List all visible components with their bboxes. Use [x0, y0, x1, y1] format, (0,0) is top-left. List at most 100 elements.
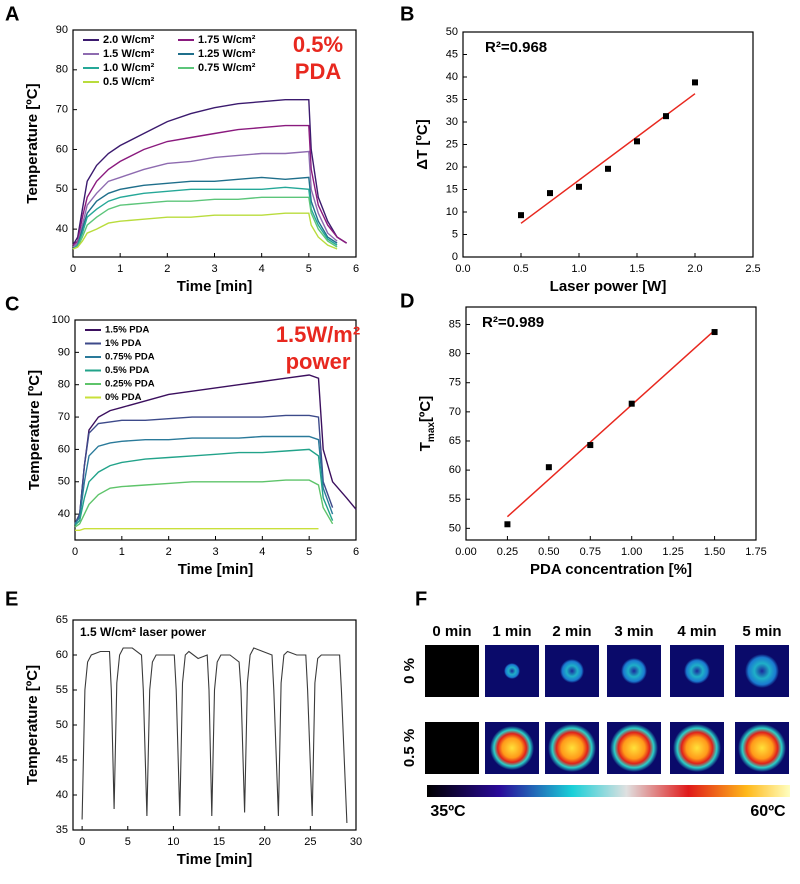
y-tick-label: 80: [449, 348, 461, 360]
x-axis-label: Laser power [W]: [550, 278, 667, 295]
column-label: 1 min: [492, 623, 531, 640]
y-axis-label-part: [ºC]: [417, 396, 434, 422]
y-tick-label: 60: [56, 649, 68, 661]
thermal-spot: [490, 726, 534, 770]
y-tick-label: 80: [56, 64, 68, 76]
y-axis-label: Tmax[ºC]: [417, 396, 437, 452]
y-tick-label: 10: [446, 206, 458, 218]
annotation: R²=0.989: [482, 314, 544, 331]
data-point: [587, 442, 594, 449]
y-tick-label: 65: [449, 435, 461, 447]
y-tick-label: 65: [56, 614, 68, 626]
data-point: [504, 521, 511, 528]
panel-letter: E: [5, 588, 18, 610]
annotation: power: [286, 349, 351, 374]
data-line: [72, 196, 338, 250]
thermal-spot: [745, 654, 779, 688]
annotation: 0.5%: [293, 32, 343, 57]
y-axis-label: Temperature [ºC]: [24, 83, 41, 203]
data-line: [74, 448, 334, 526]
annotation: 1.5W/m²: [276, 322, 360, 347]
column-label: 3 min: [614, 623, 653, 640]
plot-frame: [465, 306, 757, 541]
colorbar-max: 60ºC: [750, 803, 786, 820]
row-label: 0 %: [401, 658, 418, 684]
data-line: [72, 176, 338, 250]
x-tick-label: 1: [119, 546, 125, 558]
y-tick-label: 30: [446, 116, 458, 128]
y-tick-label: 40: [56, 789, 68, 801]
y-tick-label: 80: [58, 379, 70, 391]
x-tick-label: 0: [79, 836, 85, 848]
x-tick-label: 6: [353, 546, 359, 558]
annotation: R²=0.968: [485, 39, 547, 56]
y-tick-label: 35: [446, 93, 458, 105]
data-point: [711, 329, 718, 336]
data-line: [72, 124, 347, 246]
legend-label: 0.5% PDA: [105, 365, 149, 376]
y-tick-label: 40: [58, 508, 70, 520]
y-tick-label: 35: [56, 824, 68, 836]
x-tick-label: 1.25: [662, 546, 683, 558]
fit-line: [506, 329, 716, 518]
y-tick-label: 25: [446, 138, 458, 150]
panel-letter: D: [400, 290, 414, 312]
legend-label: 0% PDA: [105, 392, 142, 403]
x-tick-label: 0.5: [513, 263, 528, 275]
panel-letter: B: [400, 3, 414, 25]
legend-label: 0.75% PDA: [105, 352, 155, 363]
y-axis-label: Temperature [ºC]: [26, 370, 43, 490]
thermal-spot: [738, 724, 786, 772]
legend-label: 0.25% PDA: [105, 379, 155, 390]
y-tick-label: 90: [58, 346, 70, 358]
x-tick-label: 3: [212, 546, 218, 558]
x-axis-label: Time [min]: [177, 851, 253, 868]
thermal-spot: [548, 724, 596, 772]
y-tick-label: 100: [52, 314, 70, 326]
column-label: 0 min: [432, 623, 471, 640]
x-tick-label: 2: [164, 263, 170, 275]
y-axis-label-part: T: [417, 442, 434, 451]
thermal-spot: [621, 658, 647, 684]
data-line: [74, 479, 334, 528]
data-point: [545, 464, 552, 471]
x-tick-label: 1.50: [704, 546, 725, 558]
y-tick-label: 60: [449, 464, 461, 476]
y-tick-label: 50: [446, 26, 458, 38]
x-tick-label: 0.00: [455, 546, 476, 558]
thermal-spot: [684, 658, 710, 684]
thermal-image: [425, 645, 479, 697]
data-point: [692, 79, 698, 86]
x-tick-label: 1.00: [621, 546, 642, 558]
y-tick-label: 50: [56, 183, 68, 195]
legend-label: 0.75 W/cm²: [198, 62, 256, 74]
y-tick-label: 70: [58, 411, 70, 423]
colorbar-min: 35ºC: [430, 803, 466, 820]
x-tick-label: 3: [211, 263, 217, 275]
y-tick-label: 55: [449, 493, 461, 505]
x-tick-label: 0: [72, 546, 78, 558]
x-tick-label: 1: [117, 263, 123, 275]
legend-label: 1.25 W/cm²: [198, 48, 256, 60]
panel-letter: F: [415, 588, 427, 610]
legend-label: 0.5 W/cm²: [103, 76, 155, 88]
x-tick-label: 25: [304, 836, 316, 848]
y-tick-label: 75: [449, 377, 461, 389]
x-tick-label: 15: [213, 836, 225, 848]
y-tick-label: 15: [446, 183, 458, 195]
x-tick-label: 0: [70, 263, 76, 275]
x-tick-label: 4: [259, 263, 265, 275]
y-tick-label: 60: [56, 143, 68, 155]
row-label: 0.5 %: [401, 729, 418, 767]
x-axis-label: PDA concentration [%]: [530, 561, 692, 578]
data-line: [75, 528, 319, 531]
x-tick-label: 0.25: [497, 546, 518, 558]
x-tick-label: 2: [166, 546, 172, 558]
y-tick-label: 50: [56, 719, 68, 731]
data-line: [72, 212, 338, 250]
data-point: [663, 113, 669, 120]
y-tick-label: 55: [56, 684, 68, 696]
thermal-spot: [504, 663, 520, 679]
legend-label: 2.0 W/cm²: [103, 34, 155, 46]
